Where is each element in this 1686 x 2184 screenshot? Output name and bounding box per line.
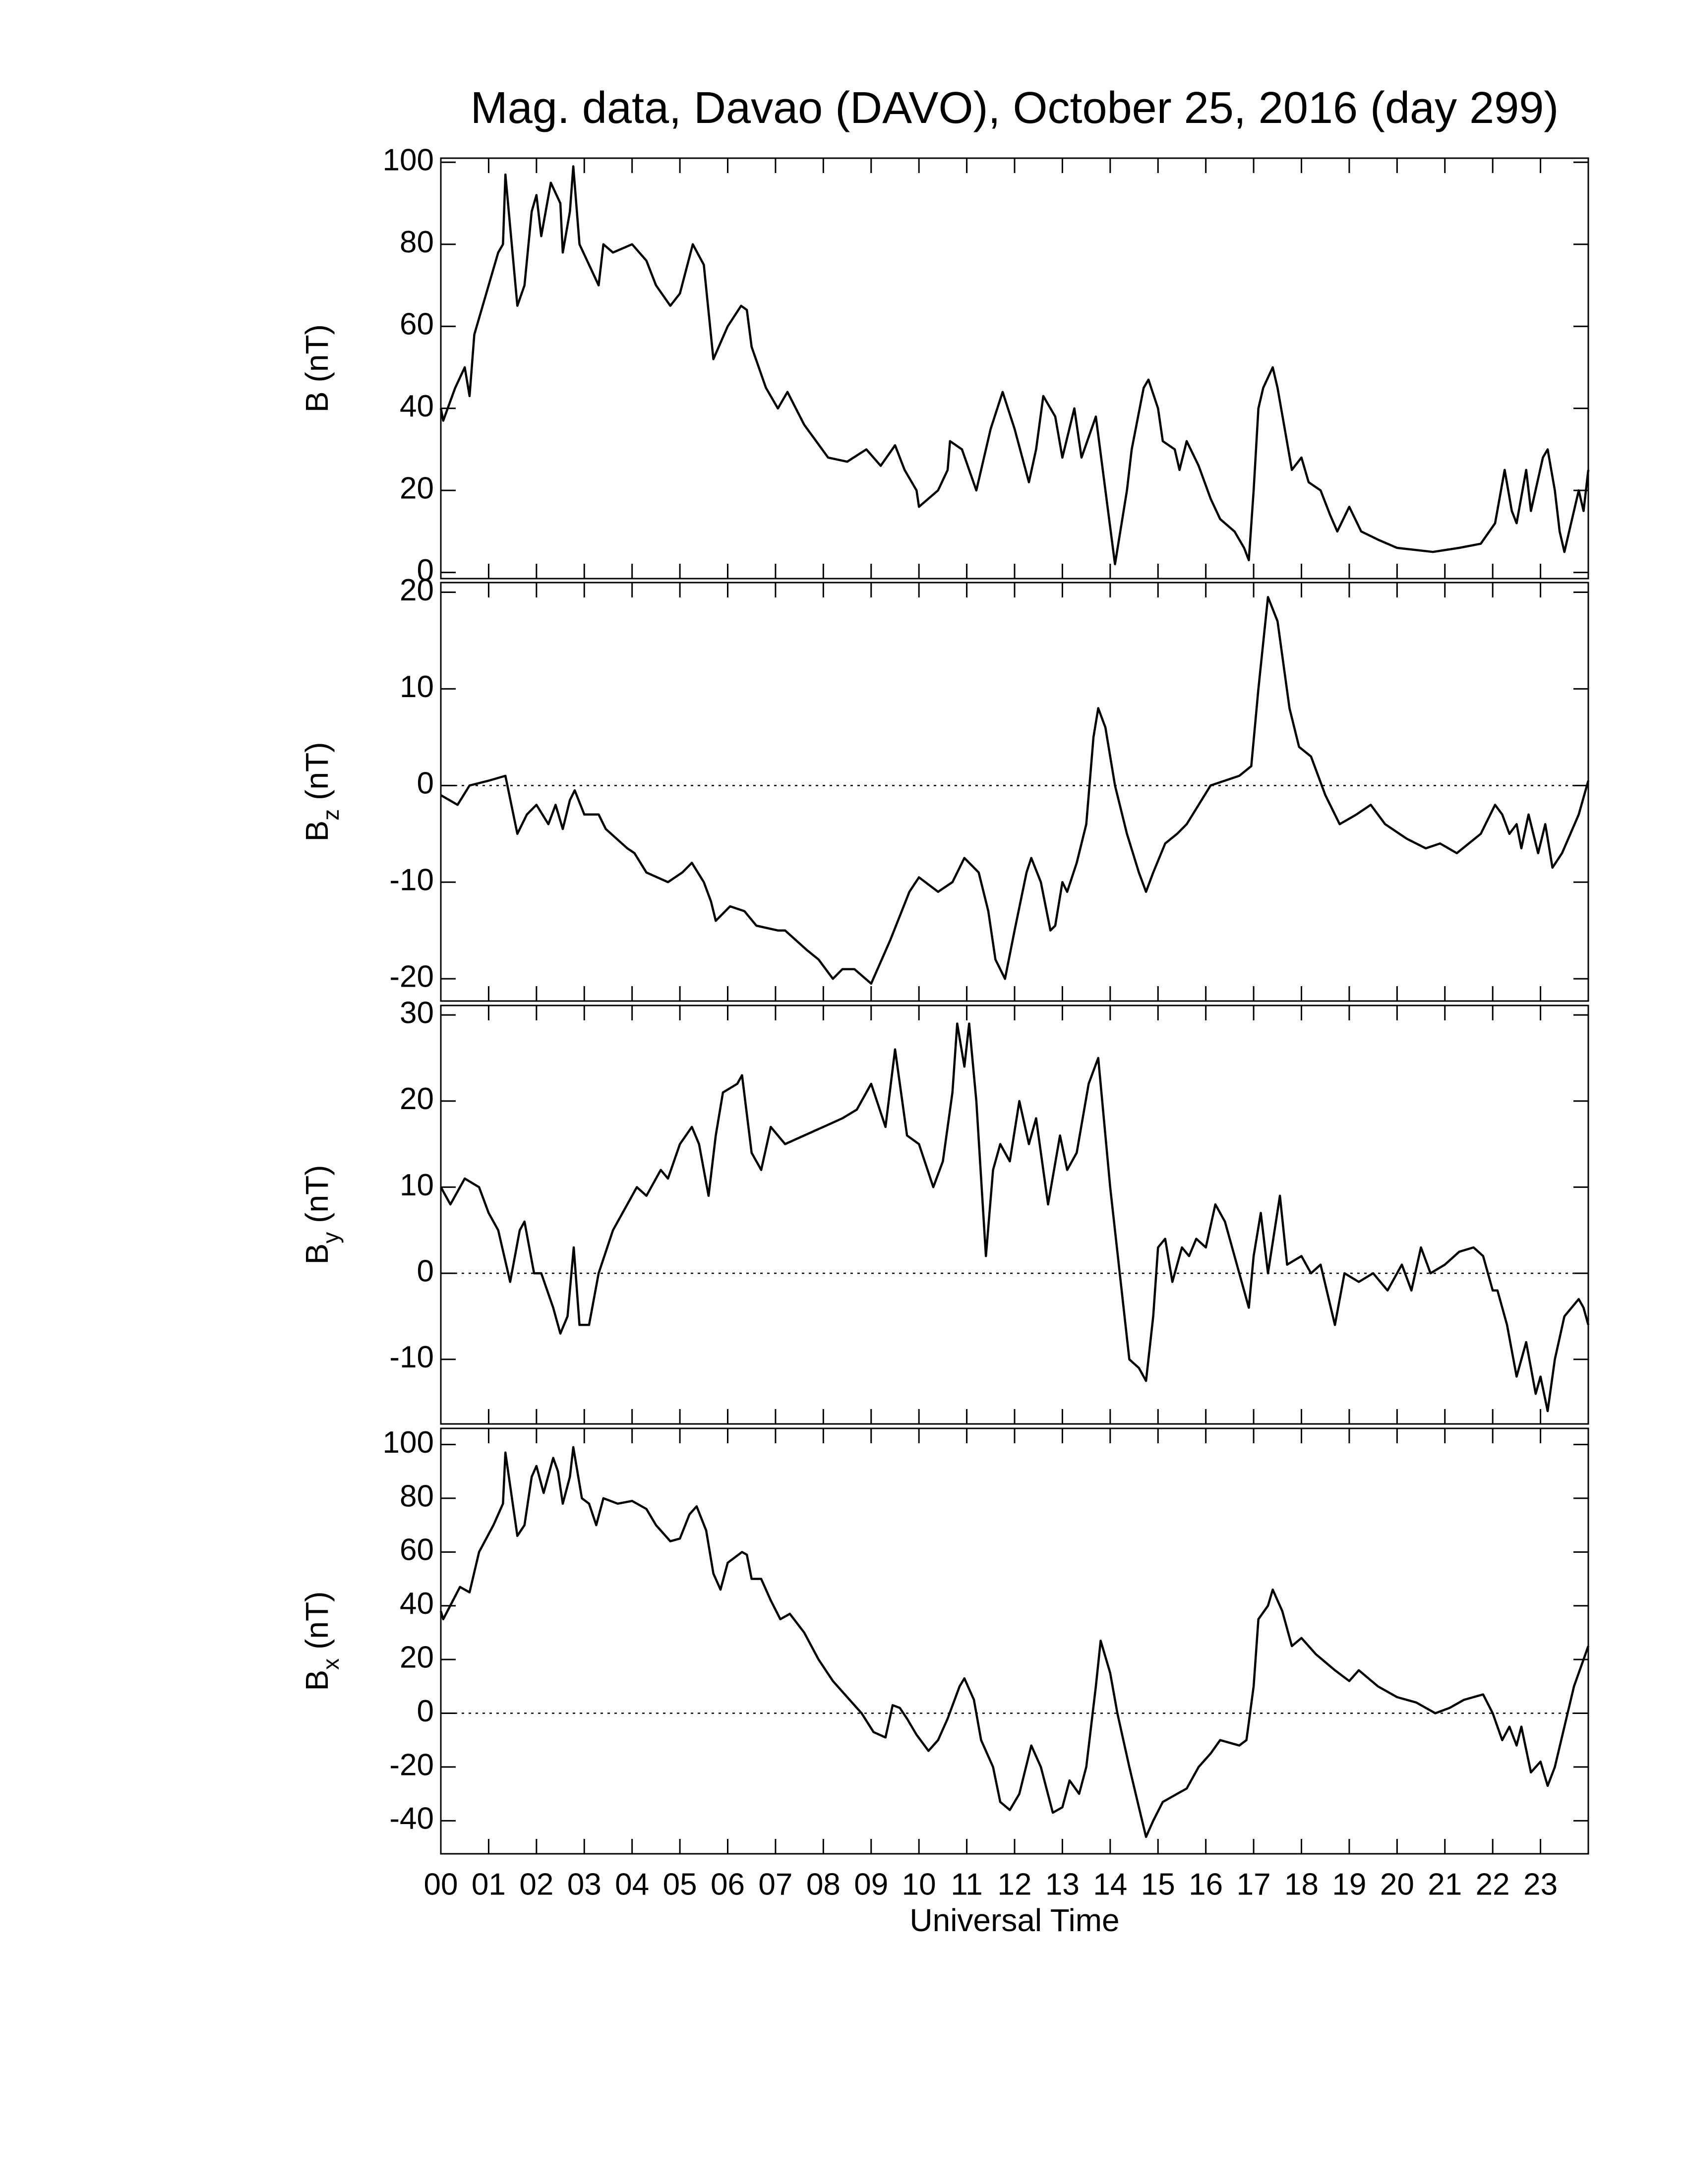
y-axis-label-unit: (nT) xyxy=(299,1592,335,1650)
x-tick-label: 11 xyxy=(951,1867,982,1901)
x-axis-label: Universal Time xyxy=(909,1902,1119,1938)
y-tick-label: 100 xyxy=(383,1425,434,1460)
y-tick-label: -20 xyxy=(389,960,434,994)
x-tick-label: 09 xyxy=(854,1867,888,1901)
panel: -20 -10 0 10 20 Bz (nT) xyxy=(299,573,1589,1002)
x-tick-label: 21 xyxy=(1428,1867,1462,1901)
x-tick-label: 04 xyxy=(615,1867,649,1901)
y-tick-label: 60 xyxy=(400,1533,434,1567)
y-axis-label-sub: x xyxy=(318,1658,344,1670)
x-tick-label: 05 xyxy=(663,1867,697,1901)
chart-title: Mag. data, Davao (DAVO), October 25, 201… xyxy=(471,83,1559,133)
y-tick-label: 100 xyxy=(383,143,434,177)
panel: -40 -20 0 20 40 60 80 100 00 01 02 03 04 05 06 07 08 09 10… xyxy=(299,1425,1589,1901)
y-axis-label-base: B xyxy=(299,821,335,842)
x-tick-label: 02 xyxy=(519,1867,553,1901)
y-axis-label-base: B xyxy=(299,1670,335,1691)
x-tick-label: 07 xyxy=(758,1867,792,1901)
y-tick-label: 0 xyxy=(417,553,434,588)
plot-frame xyxy=(440,582,1589,1002)
data-line xyxy=(440,595,1590,985)
x-tick-label: 13 xyxy=(1045,1867,1080,1901)
data-line xyxy=(439,165,1590,566)
y-tick-label: -10 xyxy=(389,863,434,897)
x-tick-label: 22 xyxy=(1476,1867,1510,1901)
y-tick-label: 0 xyxy=(417,767,434,801)
y-tick-label: 10 xyxy=(400,1168,434,1202)
y-tick-label: 0 xyxy=(417,1254,434,1288)
x-tick-label: 10 xyxy=(902,1867,936,1901)
x-tick-label: 15 xyxy=(1141,1867,1175,1901)
y-tick-label: 30 xyxy=(400,996,434,1030)
y-axis-label: Bz (nT) xyxy=(299,742,344,842)
y-axis-label: By (nT) xyxy=(299,1165,344,1265)
x-tick-label: 16 xyxy=(1189,1867,1223,1901)
y-tick-label: 40 xyxy=(400,389,434,423)
y-tick-label: -10 xyxy=(389,1340,434,1374)
y-tick-label: -20 xyxy=(389,1748,434,1782)
y-axis-label: B (nT) xyxy=(299,324,335,413)
y-axis-label-sub: z xyxy=(318,809,344,821)
panel: 0 20 40 60 80 100 B (nT) xyxy=(299,143,1589,588)
x-tick-label: 14 xyxy=(1093,1867,1127,1901)
y-axis-label-base: B xyxy=(299,391,335,413)
y-tick-label: 60 xyxy=(400,307,434,342)
x-tick-label: 12 xyxy=(998,1867,1032,1901)
y-axis-label-sub: y xyxy=(318,1232,344,1243)
x-tick-label: 23 xyxy=(1523,1867,1558,1901)
x-tick-label: 08 xyxy=(806,1867,841,1901)
y-tick-label: 20 xyxy=(400,472,434,506)
y-axis-label-unit: (nT) xyxy=(299,742,335,800)
y-tick-label: 80 xyxy=(400,225,434,259)
x-tick-label: 00 xyxy=(424,1867,458,1901)
y-axis-label-base: B xyxy=(299,1243,335,1265)
x-tick-label: 17 xyxy=(1237,1867,1271,1901)
x-tick-label: 20 xyxy=(1380,1867,1414,1901)
plot-frame xyxy=(440,1427,1589,1855)
y-tick-label: 20 xyxy=(400,1082,434,1116)
y-tick-label: 20 xyxy=(400,573,434,607)
x-tick-label: 06 xyxy=(711,1867,745,1901)
y-axis-label-unit: (nT) xyxy=(299,1165,335,1223)
y-tick-label: -40 xyxy=(389,1802,434,1836)
plot-frame xyxy=(440,1004,1589,1425)
x-tick-label: 19 xyxy=(1332,1867,1366,1901)
y-tick-label: 80 xyxy=(400,1479,434,1513)
y-axis-label-unit: (nT) xyxy=(299,324,335,382)
x-tick-label: 18 xyxy=(1284,1867,1319,1901)
x-tick-label: 03 xyxy=(567,1867,602,1901)
y-tick-label: 20 xyxy=(400,1641,434,1675)
y-tick-label: 10 xyxy=(400,670,434,704)
data-line xyxy=(440,1022,1590,1413)
y-tick-label: 40 xyxy=(400,1587,434,1621)
x-tick-label: 01 xyxy=(472,1867,506,1901)
y-axis-label: Bx (nT) xyxy=(299,1592,344,1691)
panel: -10 0 10 20 30 By (nT) xyxy=(299,996,1589,1425)
y-tick-label: 0 xyxy=(417,1694,434,1728)
data-line xyxy=(439,1446,1590,1838)
plot-frame xyxy=(440,157,1589,580)
